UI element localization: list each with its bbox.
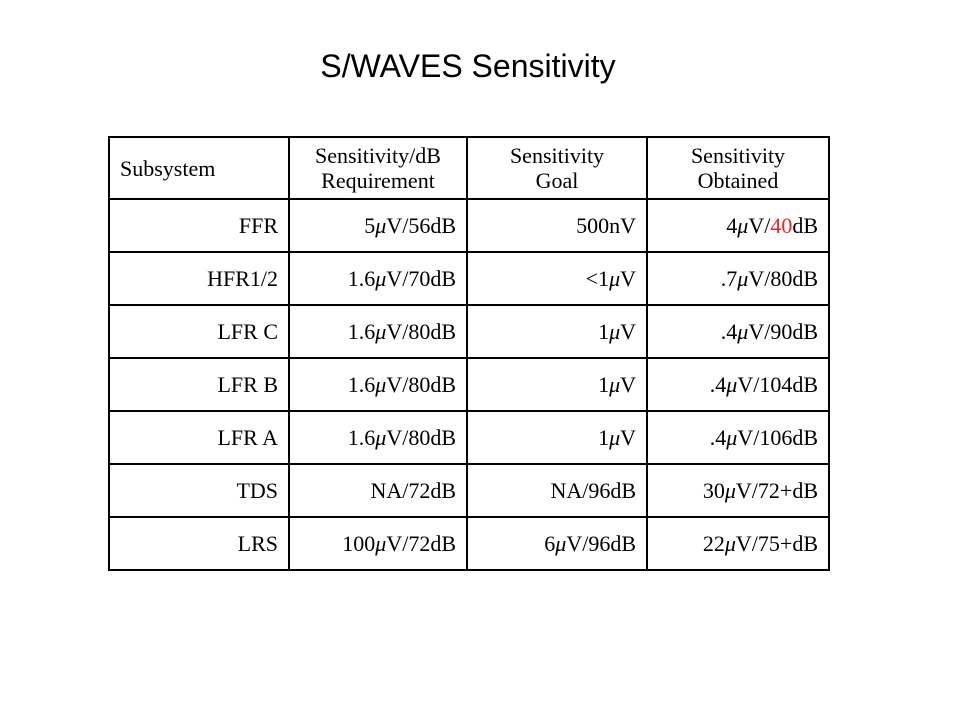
cell-goal: NA/96dB bbox=[466, 463, 648, 518]
cell-subsystem: HFR1/2 bbox=[108, 251, 290, 306]
header-goal-line1: Sensitivity bbox=[509, 143, 605, 168]
micro-symbol: μ bbox=[724, 530, 736, 556]
cell-requirement: 5μV/56dB bbox=[288, 198, 468, 253]
cell-goal: 1μV bbox=[466, 304, 648, 359]
cell-subsystem: FFR bbox=[108, 198, 290, 253]
header-goal: Sensitivity Goal bbox=[466, 136, 648, 200]
cell-goal: 1μV bbox=[466, 357, 648, 412]
header-obtained: Sensitivity Obtained bbox=[646, 136, 830, 200]
cell-obtained: .4μV/106dB bbox=[646, 410, 830, 465]
cell-obtained-suffix: dB bbox=[792, 212, 818, 238]
micro-symbol: μ bbox=[609, 424, 621, 450]
table-row: LFR B 1.6μV/80dB 1μV .4μV/104dB bbox=[108, 357, 830, 412]
cell-goal: 500nV bbox=[466, 198, 648, 253]
slide-title: S/WAVES Sensitivity bbox=[320, 48, 616, 84]
cell-subsystem: LFR C bbox=[108, 304, 290, 359]
cell-goal: 1μV bbox=[466, 410, 648, 465]
cell-requirement: NA/72dB bbox=[288, 463, 468, 518]
sensitivity-table: Subsystem Sensitivity/dB Requirement Sen… bbox=[108, 136, 830, 571]
cell-requirement: 1.6μV/80dB bbox=[288, 304, 468, 359]
cell-requirement: 1.6μV/70dB bbox=[288, 251, 468, 306]
micro-symbol: μ bbox=[609, 265, 621, 291]
cell-obtained: 22μV/75+dB bbox=[646, 516, 830, 571]
cell-obtained: 4μV/40dB bbox=[646, 198, 830, 253]
header-obtained-line1: Sensitivity bbox=[690, 143, 786, 168]
micro-symbol: μ bbox=[375, 265, 387, 291]
micro-symbol: μ bbox=[726, 371, 738, 397]
table-row: HFR1/2 1.6μV/70dB <1μV .7μV/80dB bbox=[108, 251, 830, 306]
header-obtained-line2: Obtained bbox=[697, 168, 779, 193]
cell-obtained: .4μV/104dB bbox=[646, 357, 830, 412]
table-row: TDS NA/72dB NA/96dB 30μV/72+dB bbox=[108, 463, 830, 518]
micro-symbol: μ bbox=[375, 424, 387, 450]
header-subsystem: Subsystem bbox=[108, 136, 290, 200]
micro-symbol: μ bbox=[375, 318, 387, 344]
cell-obtained: .4μV/90dB bbox=[646, 304, 830, 359]
cell-requirement: 100μV/72dB bbox=[288, 516, 468, 571]
table-row: LFR A 1.6μV/80dB 1μV .4μV/106dB bbox=[108, 410, 830, 465]
micro-symbol: μ bbox=[726, 424, 738, 450]
cell-subsystem: LFR A bbox=[108, 410, 290, 465]
cell-goal: <1μV bbox=[466, 251, 648, 306]
cell-subsystem: TDS bbox=[108, 463, 290, 518]
header-subsystem-label: Subsystem bbox=[120, 155, 216, 181]
header-requirement-line2: Requirement bbox=[321, 168, 435, 193]
cell-obtained-prefix: 4μV/ bbox=[726, 212, 771, 238]
micro-symbol: μ bbox=[609, 318, 621, 344]
header-requirement: Sensitivity/dB Requirement bbox=[288, 136, 468, 200]
micro-symbol: μ bbox=[375, 212, 387, 238]
table-row: LRS 100μV/72dB 6μV/96dB 22μV/75+dB bbox=[108, 516, 830, 571]
micro-symbol: μ bbox=[375, 530, 387, 556]
micro-symbol: μ bbox=[737, 265, 749, 291]
cell-subsystem: LRS bbox=[108, 516, 290, 571]
micro-symbol: μ bbox=[724, 477, 736, 503]
cell-obtained: .7μV/80dB bbox=[646, 251, 830, 306]
micro-symbol: μ bbox=[375, 371, 387, 397]
micro-symbol: μ bbox=[737, 212, 749, 238]
micro-symbol: μ bbox=[737, 318, 749, 344]
cell-requirement: 1.6μV/80dB bbox=[288, 357, 468, 412]
micro-symbol: μ bbox=[555, 530, 567, 556]
cell-subsystem: LFR B bbox=[108, 357, 290, 412]
sensitivity-table-container: Subsystem Sensitivity/dB Requirement Sen… bbox=[108, 136, 830, 571]
header-goal-line2: Goal bbox=[535, 168, 579, 193]
table-row: LFR C 1.6μV/80dB 1μV .4μV/90dB bbox=[108, 304, 830, 359]
header-requirement-line1: Sensitivity/dB bbox=[315, 143, 441, 168]
header-row: Subsystem Sensitivity/dB Requirement Sen… bbox=[108, 136, 830, 200]
cell-requirement: 1.6μV/80dB bbox=[288, 410, 468, 465]
cell-obtained: 30μV/72+dB bbox=[646, 463, 830, 518]
table-row: FFR 5μV/56dB 500nV 4μV/40dB bbox=[108, 198, 830, 253]
micro-symbol: μ bbox=[609, 371, 621, 397]
cell-obtained-highlight: 40 bbox=[770, 212, 793, 238]
cell-goal: 6μV/96dB bbox=[466, 516, 648, 571]
